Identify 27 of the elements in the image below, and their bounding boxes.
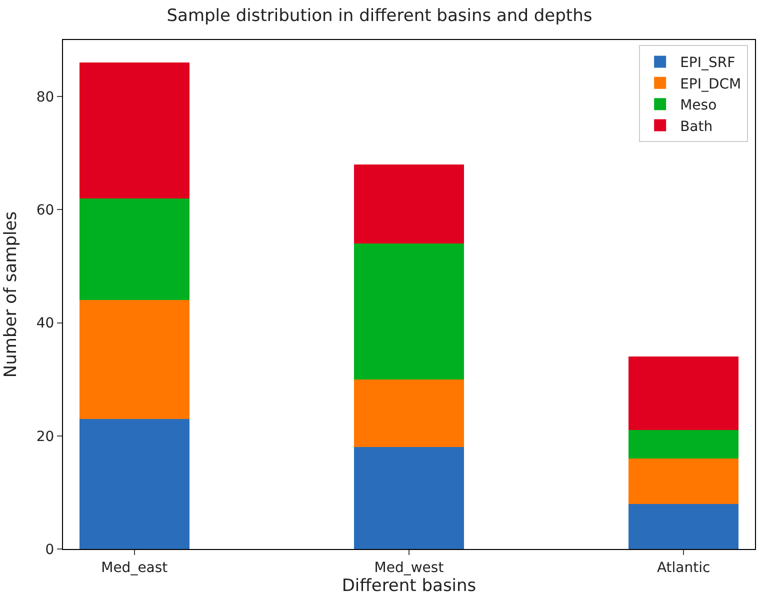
x-tick-label: Atlantic	[656, 560, 710, 576]
y-tick-label: 80	[36, 89, 54, 106]
bar	[79, 198, 190, 300]
bar	[79, 300, 190, 419]
bar	[628, 356, 739, 430]
x-tick-label: Med_east	[101, 560, 168, 576]
legend-label: Bath	[680, 118, 713, 135]
bar	[628, 458, 739, 504]
y-tick-label: 20	[36, 428, 54, 445]
x-axis-title: Different basins	[342, 576, 476, 596]
bar	[79, 62, 190, 198]
chart-title: Sample distribution in different basins and depths	[166, 6, 592, 26]
bar	[354, 164, 464, 244]
bar	[79, 418, 190, 549]
bar	[354, 379, 464, 448]
bar	[628, 504, 739, 549]
x-tick-label: Med_west	[374, 560, 444, 576]
legend-label: Meso	[680, 98, 717, 114]
y-tick-label: 40	[36, 316, 54, 332]
y-axis-title: Number of samples	[0, 211, 21, 378]
bar	[628, 430, 739, 459]
y-tick-label: 60	[36, 202, 54, 219]
bar	[354, 244, 464, 380]
legend-label: EPI_SRF	[680, 55, 736, 72]
legend-label: EPI_DCM	[680, 76, 742, 92]
y-tick-label: 0	[45, 542, 54, 558]
bar	[354, 447, 464, 549]
